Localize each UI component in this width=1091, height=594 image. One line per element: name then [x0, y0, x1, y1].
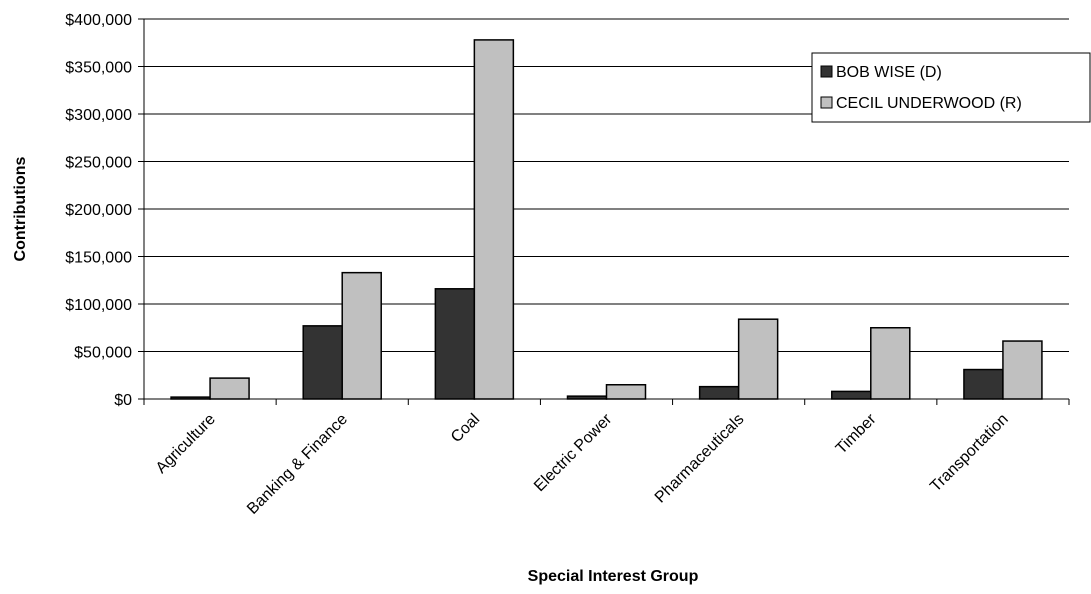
- gridlines: [144, 18, 1069, 352]
- y-tick-label: $0: [114, 392, 132, 409]
- y-tick-label: $200,000: [65, 202, 132, 219]
- bar-cecil-underwood: [1002, 340, 1043, 400]
- y-tick-label: $400,000: [65, 12, 132, 29]
- y-tick-label: $250,000: [65, 155, 132, 172]
- legend-label-bob-wise: BOB WISE (D): [836, 64, 942, 81]
- bar-cecil-underwood: [737, 318, 779, 400]
- x-tick-label: Timber: [833, 410, 880, 457]
- x-tick-label: Electric Power: [531, 410, 616, 495]
- bar-bob-wise: [963, 368, 1004, 400]
- bar-bob-wise: [434, 288, 476, 400]
- x-tick-label: Pharmaceuticals: [652, 411, 748, 507]
- legend-swatch-cecil-underwood: [820, 96, 833, 109]
- legend-swatch-bob-wise: [820, 65, 833, 78]
- legend: BOB WISE (D) CECIL UNDERWOOD (R): [811, 52, 1091, 123]
- bar-cecil-underwood: [473, 39, 515, 400]
- bar-cecil-underwood: [209, 377, 250, 400]
- axes: [138, 18, 1070, 405]
- x-tick-labels: Agriculture Banking & Finance Coal Electric…: [153, 410, 1012, 517]
- x-tick-label: Coal: [448, 411, 483, 446]
- y-tick-label: $150,000: [65, 250, 132, 267]
- y-tick-label: $100,000: [65, 297, 132, 314]
- bar-bob-wise: [831, 390, 872, 400]
- bar-cecil-underwood: [870, 327, 911, 400]
- legend-label-cecil-underwood: CECIL UNDERWOOD (R): [836, 95, 1022, 112]
- y-tick-labels: $0 $50,000 $100,000 $150,000 $200,000 $250,00…: [65, 12, 132, 409]
- bar-cecil-underwood: [341, 271, 382, 400]
- x-tick-label: Banking & Finance: [244, 411, 351, 518]
- y-tick-label: $50,000: [74, 345, 132, 362]
- bar-bob-wise: [698, 385, 740, 400]
- legend-box: [811, 52, 1091, 123]
- bar-bob-wise: [302, 325, 343, 400]
- bar-cecil-underwood: [605, 384, 647, 400]
- y-axis-title: Contributions: [12, 156, 29, 261]
- x-tick-label: Agriculture: [153, 411, 219, 477]
- y-tick-label: $300,000: [65, 107, 132, 124]
- x-axis-title: Special Interest Group: [528, 568, 699, 585]
- y-tick-label: $350,000: [65, 60, 132, 77]
- x-tick-label: Transportation: [927, 411, 1012, 496]
